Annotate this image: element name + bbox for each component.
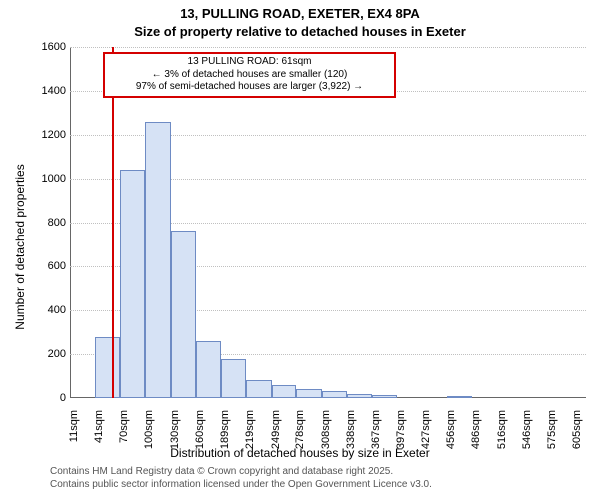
y-tick-label: 0 (60, 392, 66, 404)
y-tick-label: 600 (48, 260, 66, 272)
y-tick-label: 200 (48, 348, 66, 360)
x-tick-label: 41sqm (93, 410, 105, 454)
histogram-bar (171, 231, 196, 398)
subject-marker-line (112, 47, 114, 398)
x-tick-label: 278sqm (294, 410, 306, 454)
x-tick-label: 546sqm (521, 410, 533, 454)
histogram-bar (120, 170, 145, 398)
y-tick-label: 800 (48, 217, 66, 229)
x-tick-label: 249sqm (270, 410, 282, 454)
chart-title-line2: Size of property relative to detached ho… (0, 24, 600, 39)
annotation-line1: 13 PULLING ROAD: 61sqm (111, 56, 388, 69)
x-tick-label: 308sqm (320, 410, 332, 454)
x-tick-label: 605sqm (571, 410, 583, 454)
credits-line2: Contains public sector information licen… (50, 479, 432, 492)
histogram-bar (447, 396, 472, 398)
histogram-bar (95, 337, 120, 398)
plot-area (70, 47, 586, 398)
histogram-bar (196, 341, 221, 398)
y-tick-label: 1000 (42, 173, 66, 185)
annotation-line2: ← 3% of detached houses are smaller (120… (111, 69, 388, 82)
y-tick-label: 1400 (42, 85, 66, 97)
annotation-box: 13 PULLING ROAD: 61sqm ← 3% of detached … (103, 52, 396, 98)
x-tick-label: 160sqm (194, 410, 206, 454)
x-tick-label: 100sqm (143, 410, 155, 454)
histogram-bar (296, 389, 321, 398)
histogram-bar (272, 385, 297, 398)
x-tick-label: 70sqm (118, 410, 130, 454)
chart-title-line1: 13, PULLING ROAD, EXETER, EX4 8PA (0, 6, 600, 21)
credits-line1: Contains HM Land Registry data © Crown c… (50, 466, 432, 479)
x-tick-label: 575sqm (546, 410, 558, 454)
histogram-bar (145, 122, 170, 398)
y-tick-label: 1200 (42, 129, 66, 141)
y-axis-label: Number of detached properties (13, 47, 27, 447)
y-tick-label: 400 (48, 304, 66, 316)
histogram-bar (322, 391, 347, 398)
x-tick-label: 11sqm (68, 410, 80, 454)
histogram-bar (347, 394, 372, 398)
x-tick-label: 338sqm (345, 410, 357, 454)
x-tick-label: 486sqm (470, 410, 482, 454)
chart-container: 13, PULLING ROAD, EXETER, EX4 8PA Size o… (0, 0, 600, 500)
credits-block: Contains HM Land Registry data © Crown c… (50, 466, 432, 491)
x-tick-label: 427sqm (420, 410, 432, 454)
x-tick-label: 219sqm (244, 410, 256, 454)
histogram-bar (246, 380, 271, 398)
y-tick-label: 1600 (42, 41, 66, 53)
histogram-bar (221, 359, 246, 398)
x-tick-label: 456sqm (445, 410, 457, 454)
x-tick-label: 189sqm (219, 410, 231, 454)
x-tick-label: 130sqm (169, 410, 181, 454)
x-tick-label: 516sqm (496, 410, 508, 454)
x-tick-label: 367sqm (370, 410, 382, 454)
annotation-line3: 97% of semi-detached houses are larger (… (111, 81, 388, 94)
gridline (70, 47, 586, 48)
x-tick-label: 397sqm (395, 410, 407, 454)
histogram-bar (372, 395, 397, 398)
